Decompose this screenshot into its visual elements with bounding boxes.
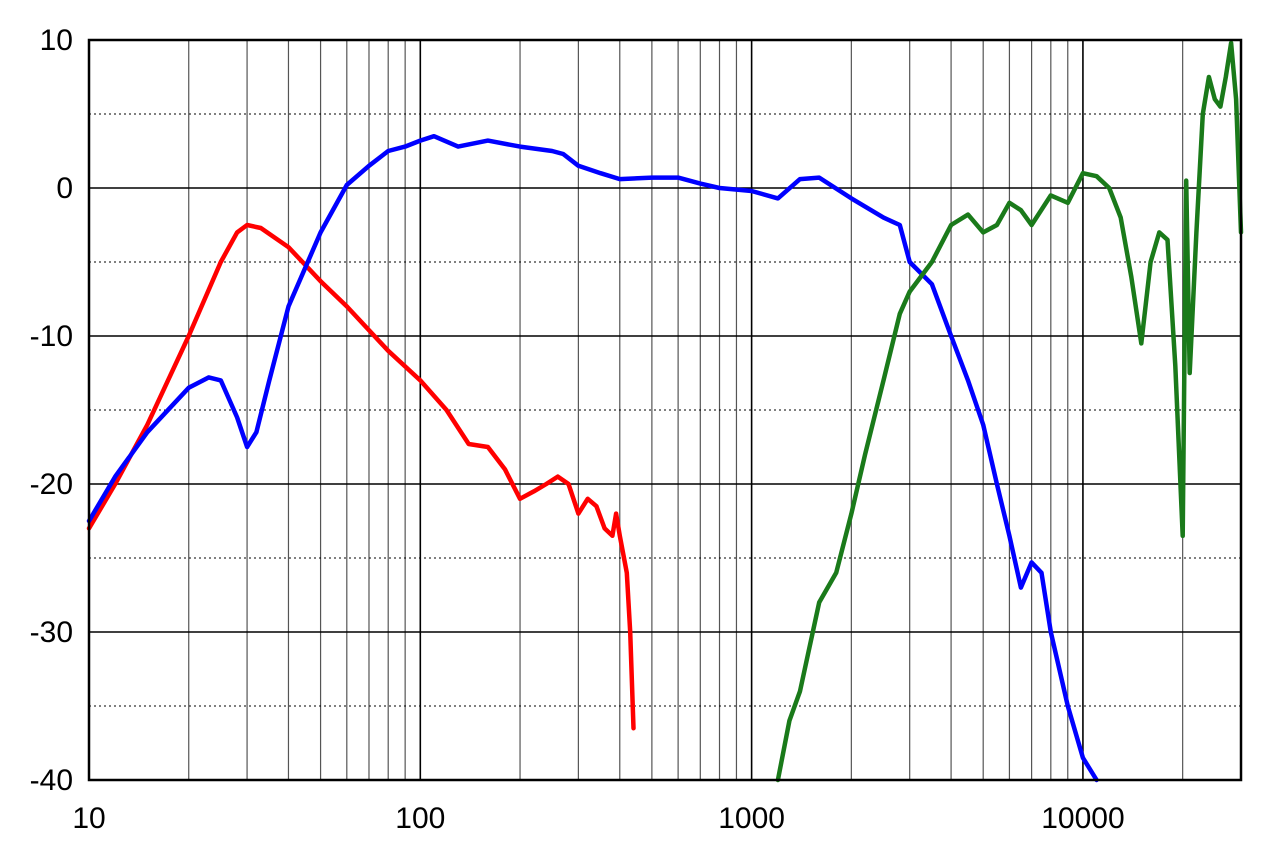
y-tick-label: -40 <box>30 764 73 797</box>
x-tick-label: 10 <box>72 802 105 835</box>
x-tick-label: 100 <box>395 802 445 835</box>
y-tick-label: -30 <box>30 616 73 649</box>
plot-border <box>87 38 1243 782</box>
x-tick-label: 10000 <box>1041 802 1124 835</box>
y-tick-label: -20 <box>30 468 73 501</box>
series-line-1 <box>86 222 636 731</box>
y-tick-label: 10 <box>40 24 73 57</box>
y-tick-label: -10 <box>30 320 73 353</box>
x-tick-label: 1000 <box>718 802 785 835</box>
plot-frame <box>87 38 1243 782</box>
series-line-3 <box>775 40 1244 783</box>
series-group <box>86 40 1244 783</box>
y-tick-label: 0 <box>56 172 73 205</box>
series-line-2 <box>86 133 1099 783</box>
